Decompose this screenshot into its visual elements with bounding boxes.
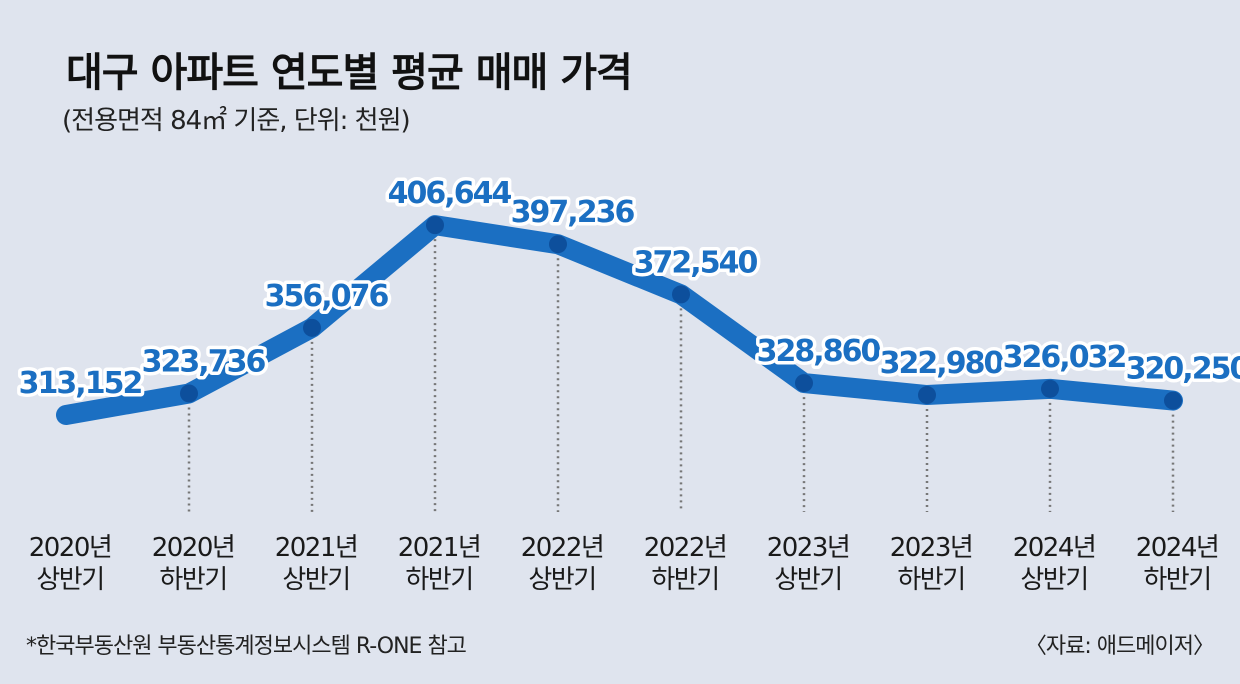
x-tick-half-3: 하반기 [405, 565, 472, 595]
value-label-3: 406,644 [388, 176, 512, 211]
x-tick-half-1: 하반기 [159, 565, 226, 595]
data-point-1 [180, 384, 198, 403]
x-tick-year-5: 2022년 [644, 533, 727, 563]
x-tick-year-6: 2023년 [767, 533, 850, 563]
data-point-5 [672, 285, 690, 304]
value-label-7: 322,980 [880, 346, 1004, 381]
x-tick-year-0: 2020년 [29, 533, 112, 563]
x-tick-year-3: 2021년 [398, 533, 481, 563]
data-point-8 [1041, 379, 1059, 398]
value-label-4: 397,236 [511, 195, 635, 230]
data-credit: 〈자료: 애드메이저〉 [1024, 634, 1215, 659]
x-tick-half-9: 하반기 [1143, 565, 1210, 595]
data-point-4 [549, 235, 567, 254]
data-point-3 [426, 216, 444, 235]
value-label-5: 372,540 [634, 245, 758, 280]
x-tick-half-6: 상반기 [774, 565, 841, 595]
data-point-9 [1164, 391, 1182, 410]
x-tick-year-7: 2023년 [890, 533, 973, 563]
chart-title: 대구 아파트 연도별 평균 매매 가격 [66, 50, 633, 96]
data-point-2 [303, 318, 321, 337]
x-tick-year-8: 2024년 [1013, 533, 1096, 563]
data-point-6 [795, 374, 813, 393]
value-label-2: 356,076 [265, 279, 389, 314]
x-tick-half-8: 상반기 [1020, 565, 1087, 595]
x-tick-half-2: 상반기 [282, 565, 349, 595]
x-tick-year-4: 2022년 [521, 533, 604, 563]
value-label-6: 328,860 [757, 334, 881, 369]
x-tick-half-4: 상반기 [528, 565, 595, 595]
source-note: *한국부동산원 부동산통계정보시스템 R-ONE 참고 [26, 634, 467, 659]
x-tick-year-1: 2020년 [152, 533, 235, 563]
value-label-9: 320,250 [1126, 352, 1240, 387]
value-label-0: 313,152 [19, 366, 142, 401]
data-point-7 [918, 386, 936, 405]
x-tick-year-9: 2024년 [1136, 533, 1219, 563]
x-tick-year-2: 2021년 [275, 533, 358, 563]
x-tick-half-7: 하반기 [897, 565, 964, 595]
series-line [56, 215, 1183, 425]
value-label-8: 326,032 [1003, 340, 1126, 375]
x-tick-half-5: 하반기 [651, 565, 718, 595]
chart-subtitle: (전용면적 84㎡ 기준, 단위: 천원) [62, 106, 411, 136]
x-tick-half-0: 상반기 [36, 565, 103, 595]
value-label-1: 323,736 [142, 344, 266, 379]
